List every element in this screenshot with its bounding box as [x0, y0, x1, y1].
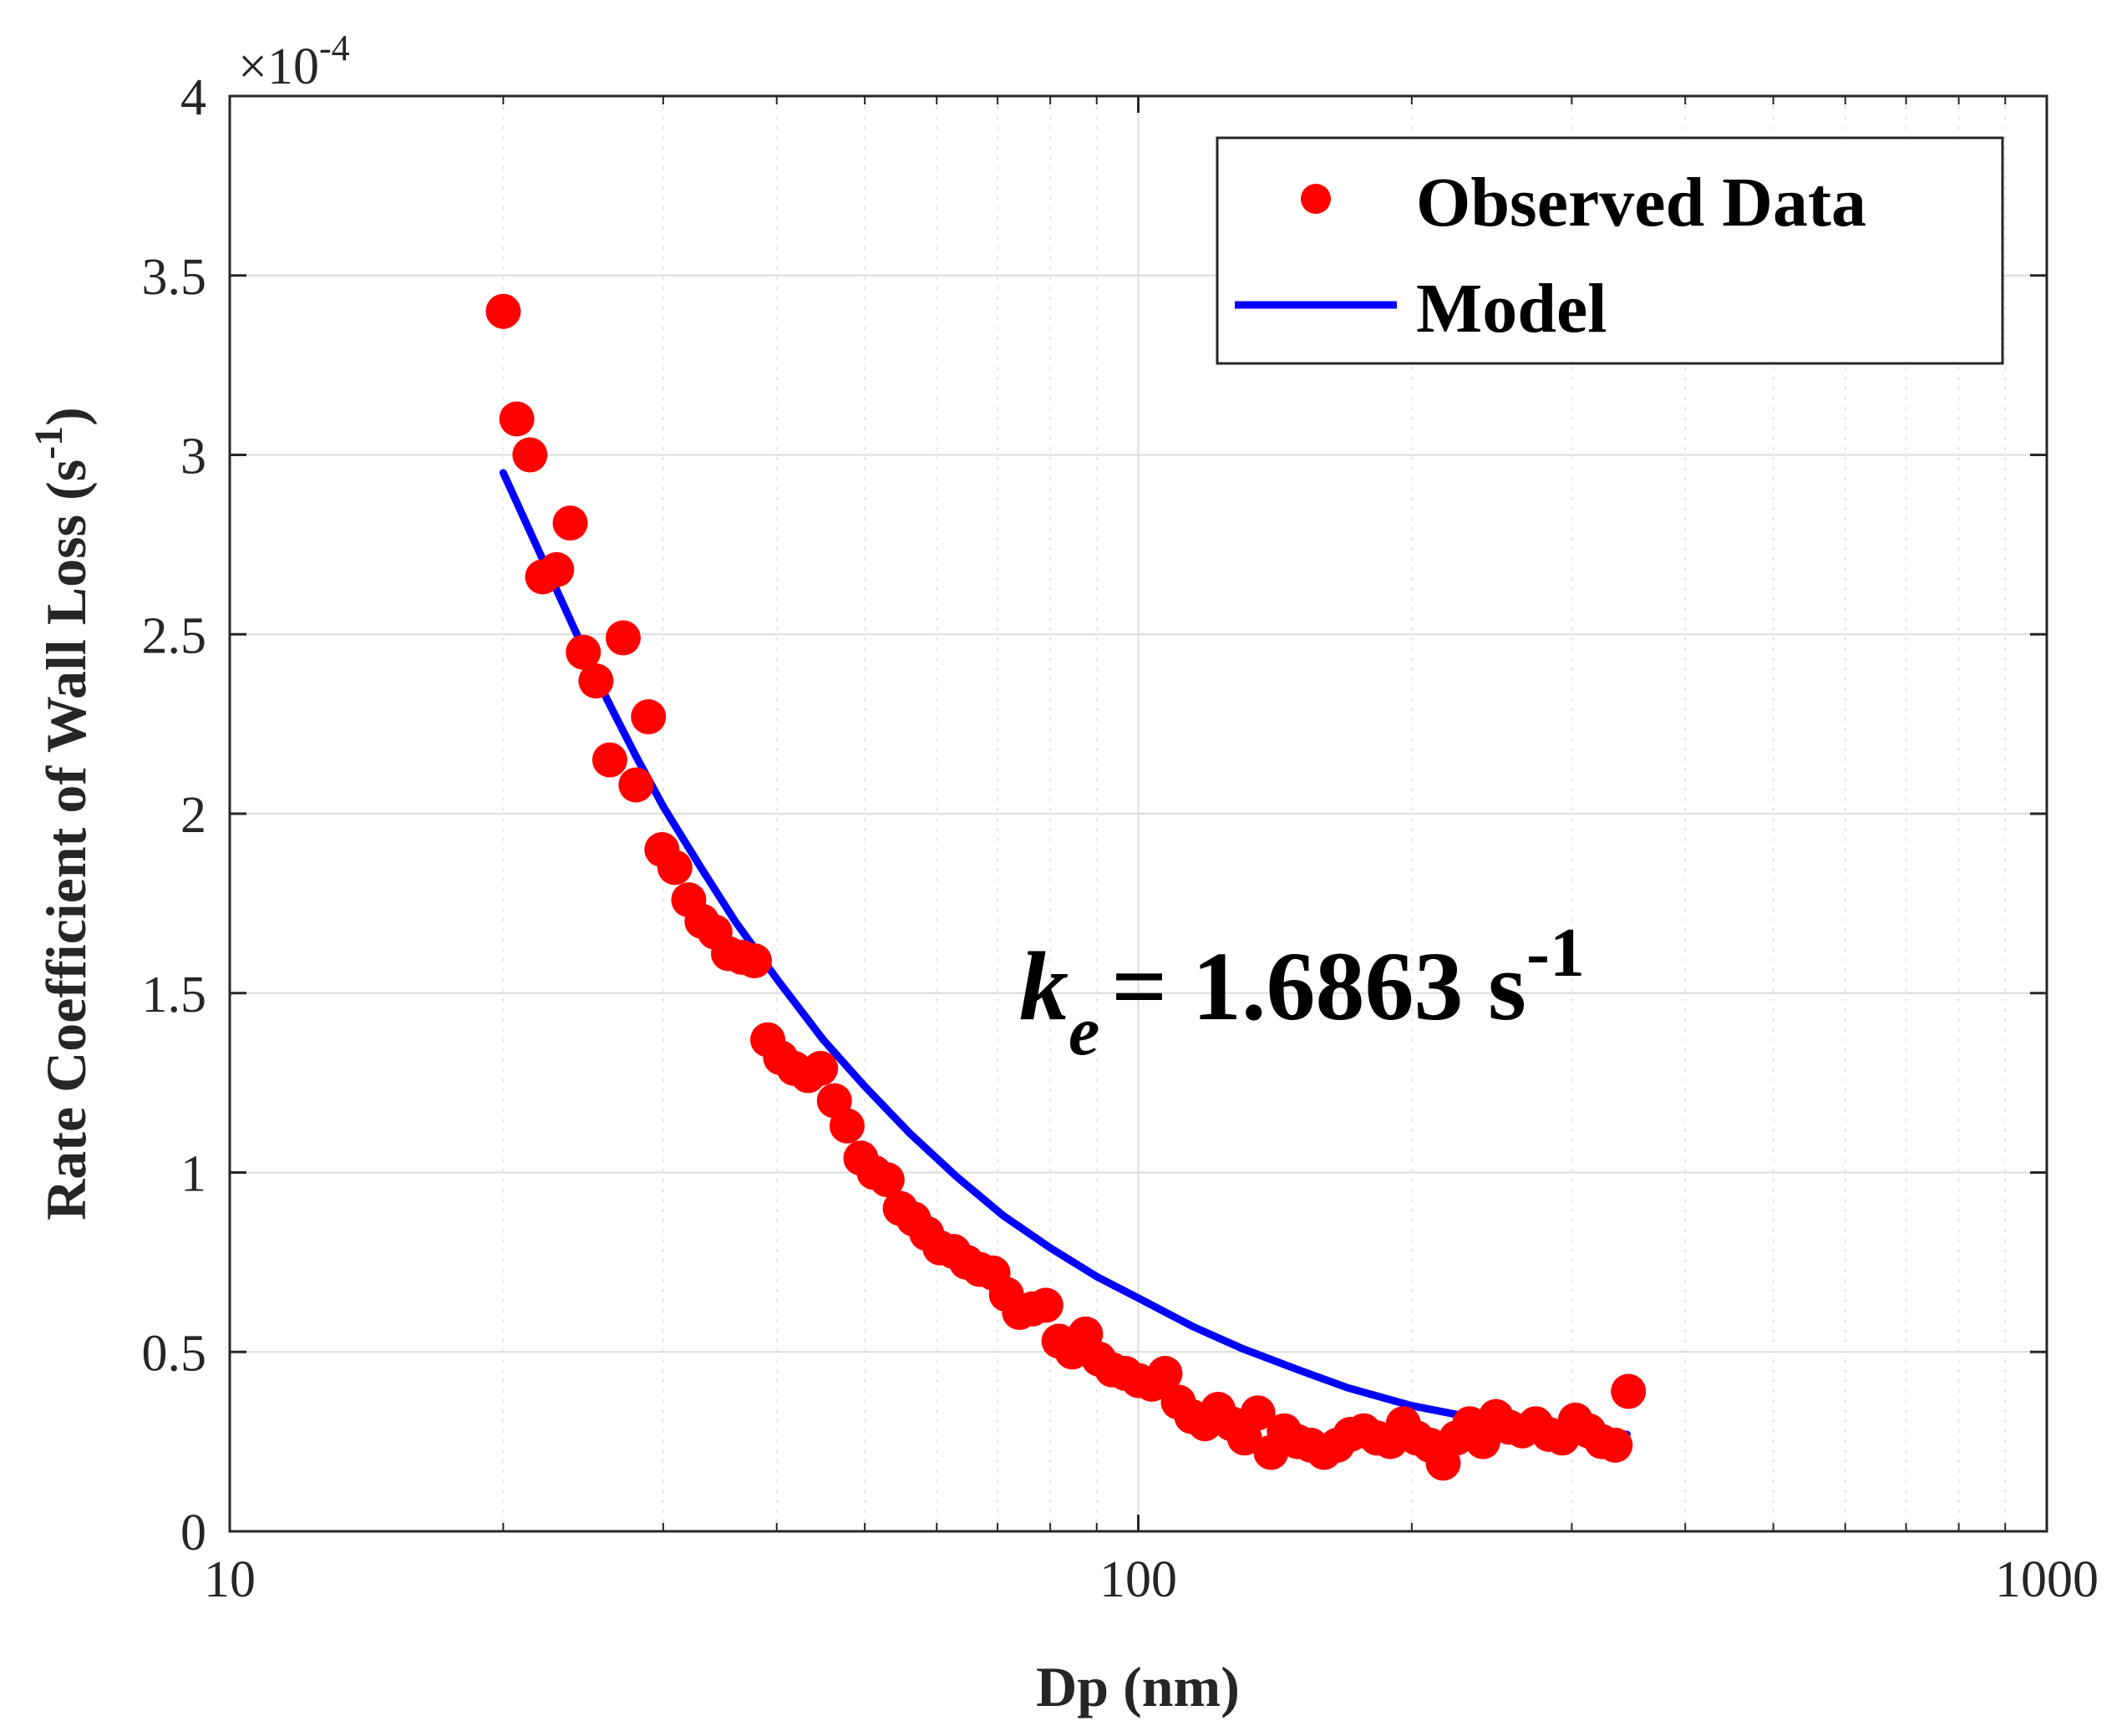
- legend-label-model: Model: [1416, 270, 1607, 348]
- x-tick-label: 1000: [1995, 1551, 2099, 1608]
- y-tick-label: 3: [180, 429, 206, 485]
- observed-point: [591, 742, 627, 778]
- rate-annotation: ke = 1.6863 s-1: [1019, 914, 1585, 1070]
- observed-point: [1611, 1373, 1647, 1409]
- y-tick-label: 1: [180, 1146, 206, 1203]
- legend: Observed Data Model: [1216, 136, 2004, 365]
- observed-point: [1240, 1395, 1276, 1431]
- observed-point: [1597, 1427, 1633, 1463]
- plot-series: [485, 293, 1647, 1481]
- rate-annotation-subscript: e: [1069, 992, 1099, 1070]
- legend-marker-observed: [1301, 184, 1331, 214]
- y-tick-label: 2.5: [142, 607, 207, 664]
- x-axis-title: Dp (nm): [1036, 1655, 1240, 1718]
- observed-point: [539, 551, 575, 587]
- y-tick-label: 1.5: [142, 967, 207, 1023]
- observed-point: [485, 293, 521, 329]
- y-axis-title-sup: -1: [27, 426, 71, 459]
- y-multiplier-exponent: -4: [319, 28, 350, 69]
- y-tick-label: 0: [180, 1505, 206, 1561]
- observed-point: [737, 943, 772, 979]
- x-tick-label: 100: [1099, 1551, 1177, 1608]
- observed-point: [657, 850, 693, 886]
- observed-point: [618, 767, 654, 803]
- y-tick-label: 4: [180, 69, 206, 126]
- model-curve: [499, 469, 1631, 1439]
- y-tick-label: 3.5: [142, 249, 207, 306]
- observed-point: [803, 1050, 839, 1086]
- observed-point: [605, 620, 641, 656]
- observed-point: [552, 505, 588, 541]
- rate-annotation-sup: -1: [1526, 914, 1585, 992]
- x-tick-label: 10: [204, 1551, 256, 1608]
- observed-point: [829, 1108, 865, 1144]
- y-tick-label: 0.5: [142, 1325, 207, 1382]
- y-multiplier: ×10-4: [238, 28, 350, 95]
- observed-point: [869, 1162, 905, 1198]
- observed-point: [578, 663, 614, 699]
- y-tick-label: 2: [180, 787, 206, 844]
- legend-box: [1216, 136, 2004, 365]
- observed-point: [1147, 1356, 1183, 1391]
- y-axis-title: Rate Coefficient of Wall Loss (s-1): [27, 407, 98, 1221]
- observed-point: [1028, 1287, 1064, 1323]
- observed-point: [631, 699, 667, 734]
- observed-point: [499, 401, 535, 437]
- axis-ticks: 10 100 1000 0 0.5 1 1.5 2 2.5 3 3.5 4: [142, 69, 2099, 1608]
- observed-point: [566, 634, 602, 670]
- observed-point: [512, 437, 548, 473]
- legend-label-observed: Observed Data: [1416, 164, 1866, 241]
